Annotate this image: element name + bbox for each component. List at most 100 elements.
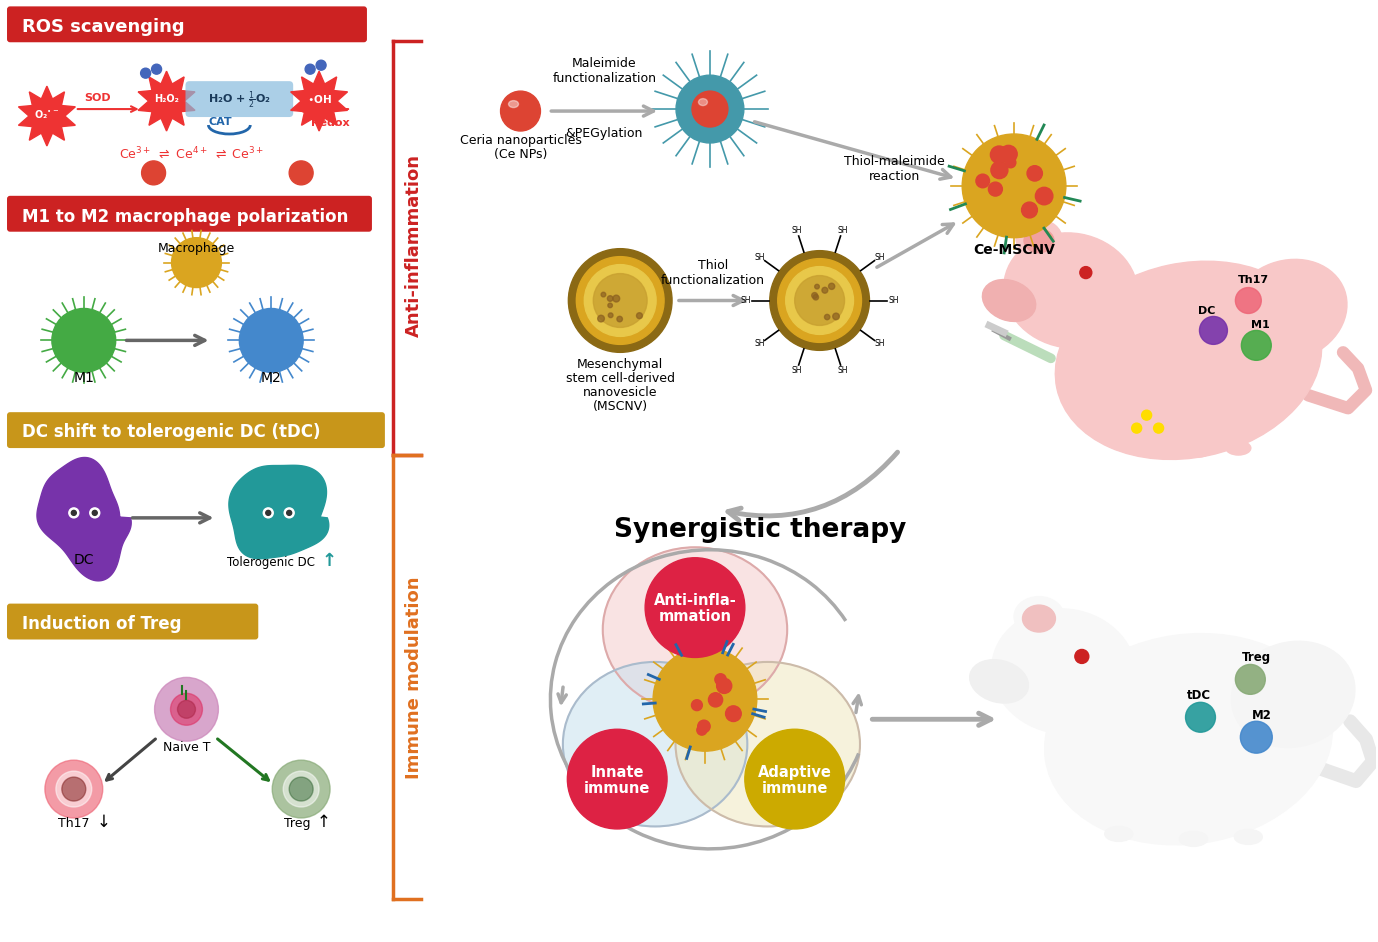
Text: DC: DC — [73, 553, 94, 567]
Circle shape — [1236, 664, 1265, 694]
Ellipse shape — [1024, 229, 1054, 252]
Text: Ce$^{3+}$ $\rightleftharpoons$ Ce$^{4+}$ $\rightleftharpoons$ Ce$^{3+}$: Ce$^{3+}$ $\rightleftharpoons$ Ce$^{4+}$… — [119, 146, 265, 162]
Text: &PEGylation: &PEGylation — [565, 127, 644, 140]
FancyBboxPatch shape — [7, 604, 258, 640]
Polygon shape — [291, 72, 347, 131]
Text: H₂O₂: H₂O₂ — [154, 94, 179, 105]
Circle shape — [273, 760, 331, 818]
Ellipse shape — [1045, 634, 1333, 845]
Text: Tolerogenic DC: Tolerogenic DC — [227, 556, 316, 569]
Text: Anti-infla-: Anti-infla- — [653, 593, 736, 609]
Circle shape — [1242, 331, 1272, 361]
Circle shape — [142, 161, 165, 185]
Ellipse shape — [508, 101, 518, 107]
Text: SH: SH — [740, 296, 751, 305]
Ellipse shape — [1229, 259, 1346, 362]
Text: SH: SH — [755, 252, 765, 262]
Circle shape — [608, 296, 613, 301]
Polygon shape — [18, 86, 76, 146]
Polygon shape — [229, 465, 329, 559]
Circle shape — [617, 317, 623, 322]
Circle shape — [568, 249, 672, 352]
Circle shape — [171, 693, 203, 725]
Circle shape — [832, 313, 839, 319]
Text: Th17: Th17 — [58, 817, 90, 830]
Circle shape — [726, 706, 741, 722]
Text: Induction of Treg: Induction of Treg — [22, 614, 182, 632]
Circle shape — [594, 273, 648, 328]
Text: DC shift to tolerogenic DC (tDC): DC shift to tolerogenic DC (tDC) — [22, 423, 321, 441]
Circle shape — [154, 677, 218, 741]
Ellipse shape — [602, 547, 787, 712]
Text: SH: SH — [838, 226, 847, 235]
Circle shape — [608, 313, 613, 317]
Circle shape — [1185, 703, 1215, 732]
Circle shape — [697, 725, 707, 735]
Circle shape — [770, 251, 870, 350]
Polygon shape — [37, 458, 131, 581]
Circle shape — [715, 674, 726, 685]
Circle shape — [263, 508, 273, 518]
Circle shape — [500, 91, 540, 131]
Circle shape — [814, 284, 820, 289]
Ellipse shape — [1232, 642, 1355, 747]
Text: Adaptive: Adaptive — [758, 765, 832, 780]
Circle shape — [584, 265, 656, 336]
Circle shape — [52, 308, 116, 372]
Text: Redox: Redox — [311, 118, 350, 128]
Circle shape — [812, 293, 817, 299]
Ellipse shape — [1016, 219, 1062, 257]
Ellipse shape — [699, 99, 707, 106]
FancyBboxPatch shape — [7, 7, 367, 42]
Circle shape — [90, 508, 99, 518]
Text: Anti-inflammation: Anti-inflammation — [405, 154, 423, 337]
FancyBboxPatch shape — [7, 413, 384, 448]
Circle shape — [785, 267, 853, 334]
Circle shape — [1236, 287, 1261, 314]
Circle shape — [284, 508, 294, 518]
Circle shape — [1153, 423, 1163, 433]
Circle shape — [568, 729, 667, 829]
Text: Macrophage: Macrophage — [158, 242, 236, 255]
Text: ↑: ↑ — [316, 813, 329, 831]
Circle shape — [1199, 317, 1228, 345]
Circle shape — [62, 777, 85, 801]
Text: Immune modulation: Immune modulation — [405, 577, 423, 779]
Circle shape — [266, 511, 270, 515]
Ellipse shape — [1003, 233, 1138, 349]
Text: Ceria nanoparticles: Ceria nanoparticles — [459, 134, 582, 147]
Text: SOD: SOD — [84, 93, 110, 103]
Text: SH: SH — [874, 252, 885, 262]
Circle shape — [795, 276, 845, 325]
Circle shape — [1080, 267, 1091, 279]
Circle shape — [821, 287, 828, 293]
Text: immune: immune — [762, 781, 828, 796]
Polygon shape — [138, 72, 196, 131]
Circle shape — [289, 777, 313, 801]
Text: Maleimide
functionalization: Maleimide functionalization — [553, 57, 656, 85]
Ellipse shape — [1022, 605, 1056, 632]
Ellipse shape — [1014, 596, 1064, 637]
Text: H₂O + $\frac{1}{2}$O₂: H₂O + $\frac{1}{2}$O₂ — [208, 89, 270, 111]
Circle shape — [287, 511, 292, 515]
Circle shape — [69, 508, 79, 518]
Circle shape — [576, 256, 664, 345]
Circle shape — [240, 308, 303, 372]
Circle shape — [601, 292, 606, 297]
Circle shape — [171, 237, 222, 287]
Text: ↓: ↓ — [96, 813, 110, 831]
Circle shape — [1021, 203, 1038, 218]
Ellipse shape — [992, 609, 1135, 734]
Ellipse shape — [983, 280, 1036, 321]
FancyBboxPatch shape — [7, 196, 372, 232]
Ellipse shape — [1186, 443, 1211, 457]
Text: stem cell-derived: stem cell-derived — [566, 372, 675, 385]
Circle shape — [1035, 187, 1053, 204]
Circle shape — [56, 771, 92, 807]
Circle shape — [777, 259, 861, 342]
Text: (MSCNV): (MSCNV) — [593, 400, 648, 414]
Text: $\bullet$OH: $\bullet$OH — [306, 93, 332, 106]
Circle shape — [692, 700, 703, 710]
Text: Treg: Treg — [1242, 652, 1271, 664]
Circle shape — [962, 134, 1067, 237]
